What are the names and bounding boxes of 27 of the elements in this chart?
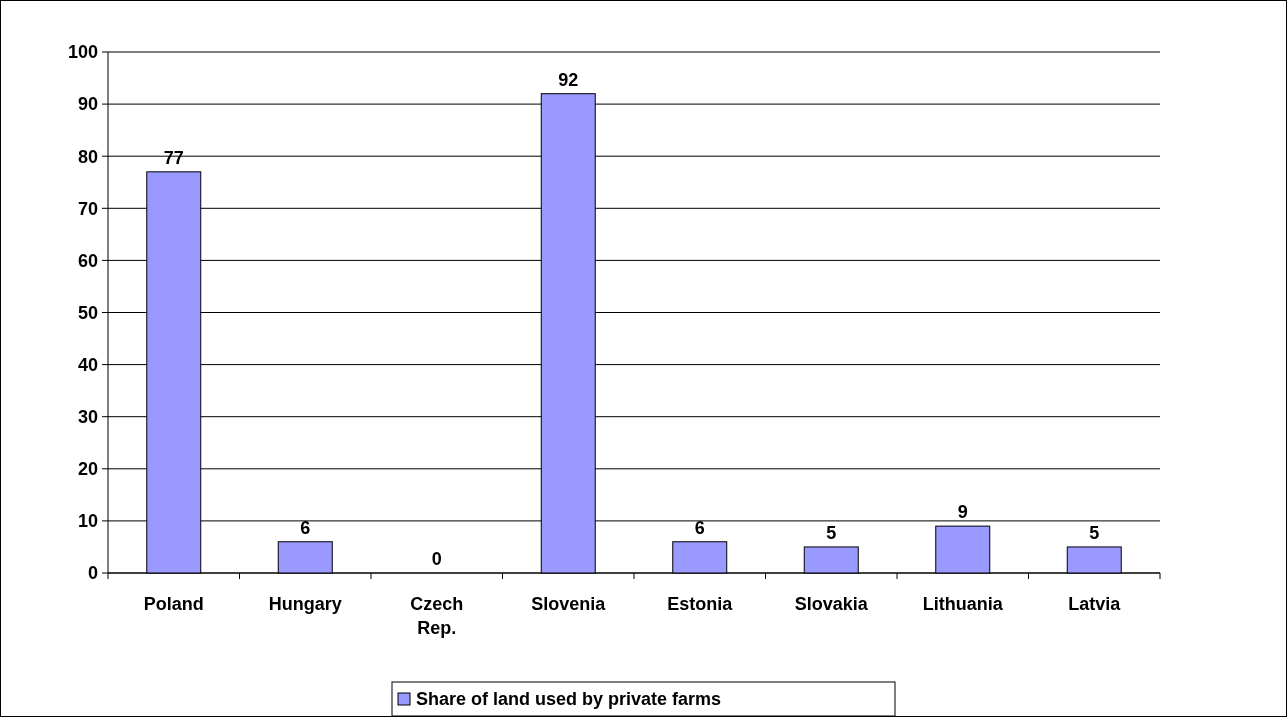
y-tick-label: 70 [77,198,98,219]
data-label: 5 [1089,522,1100,543]
y-tick-label: 90 [77,94,98,115]
x-tick-label: Slovenia [531,594,607,614]
y-tick-label: 0 [87,563,98,584]
y-tick-label: 100 [67,42,98,63]
x-tick-label: Lithuania [922,594,1004,614]
y-tick-label: 20 [77,459,98,480]
data-label: 9 [957,502,968,523]
x-tick-label: Slovakia [794,594,869,614]
y-tick-label: 30 [77,407,98,427]
y-tick-label: 60 [77,250,98,271]
y-tick-label: 10 [77,511,98,532]
x-tick-label: Poland [143,594,204,614]
data-label: 0 [431,549,442,569]
x-tick-label: Estonia [667,594,734,614]
x-tick-label: Czech Rep. [410,594,464,638]
legend-label: Share of land used by private farms [416,689,722,710]
y-tick-label: 80 [77,146,98,167]
y-tick-label: 40 [77,354,98,375]
x-tick-label: Hungary [268,594,342,614]
data-label: 92 [558,69,579,90]
data-label: 6 [300,517,311,538]
y-tick-label: 50 [77,302,98,323]
x-tick-label: Latvia [1068,594,1122,614]
data-label: 5 [826,522,837,543]
data-label: 6 [694,517,705,538]
